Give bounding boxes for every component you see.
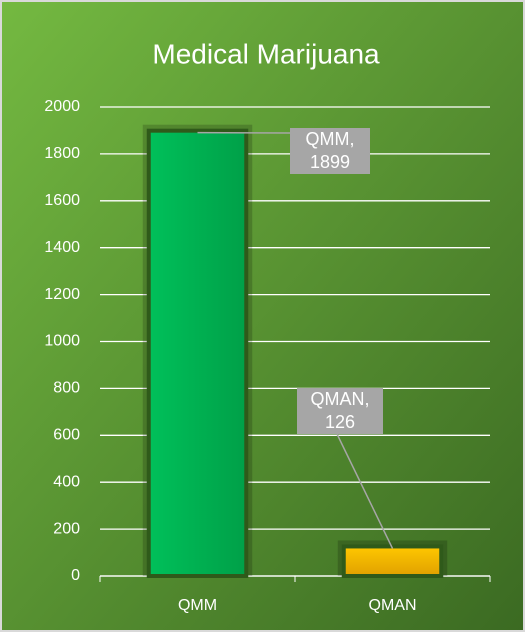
x-tick-label: QMAN [369,597,417,614]
data-label: QMAN, 126 [297,388,383,434]
y-tick-label: 1600 [44,192,80,209]
y-tick-label: 1800 [44,145,80,162]
data-label: QMM, 1899 [290,128,370,174]
x-tick-label: QMM [178,597,217,614]
y-tick-label: 400 [53,473,80,490]
y-tick-label: 1200 [44,286,80,303]
bar [341,544,444,579]
y-tick-label: 200 [53,520,80,537]
leader-line [336,433,394,549]
y-tick-label: 600 [53,427,80,444]
y-tick-label: 1400 [44,239,80,256]
y-tick-label: 800 [53,380,80,397]
bar [146,128,249,578]
chart-title: Medical Marijuana [152,38,380,69]
y-tick-label: 2000 [44,98,80,115]
y-tick-label: 1000 [44,333,80,350]
y-tick-label: 0 [71,567,80,584]
